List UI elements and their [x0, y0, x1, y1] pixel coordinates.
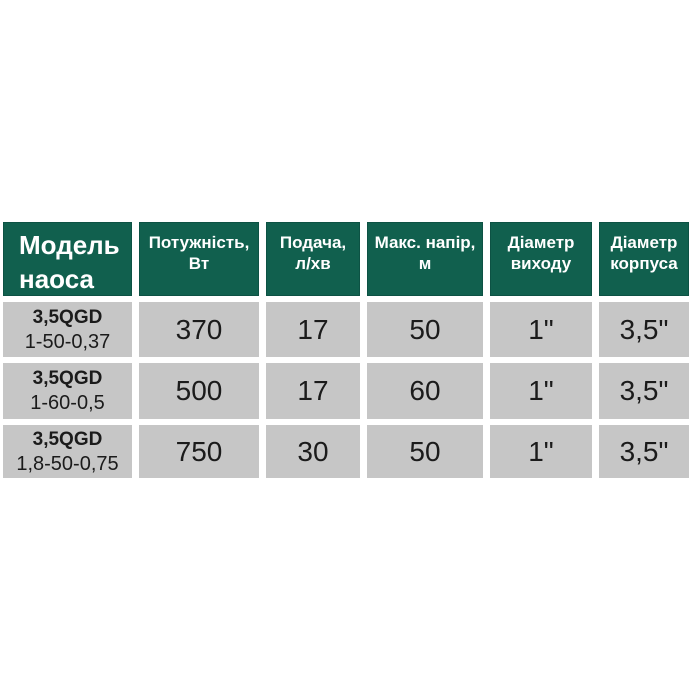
row2-max-head-cell: 60: [367, 363, 483, 419]
header-outlet-diameter: Діаметр виходу: [490, 222, 592, 296]
row1-body-diameter-cell: 3,5": [599, 302, 689, 357]
row2-power-cell: 500: [139, 363, 259, 419]
row3-model-series: 3,5QGD: [32, 428, 103, 450]
row3-body-diameter-cell: 3,5": [599, 425, 689, 478]
row3-model-code: 1,8-50-0,75: [16, 452, 119, 475]
row2-model-cell: 3,5QGD 1-60-0,5: [3, 363, 132, 419]
header-body-diameter: Діаметр корпуса: [599, 222, 689, 296]
row3-power-cell: 750: [139, 425, 259, 478]
header-max-head: Макс. напір, м: [367, 222, 483, 296]
row1-model-code: 1-50-0,37: [24, 330, 111, 353]
row1-outlet-diameter-cell: 1": [490, 302, 592, 357]
header-model: Модель наоса: [3, 222, 132, 296]
row1-max-head-cell: 50: [367, 302, 483, 357]
pump-spec-table: Модель наоса Потужність, Вт Подача, л/хв…: [3, 222, 689, 478]
row2-outlet-diameter-cell: 1": [490, 363, 592, 419]
row1-model-cell: 3,5QGD 1-50-0,37: [3, 302, 132, 357]
row2-body-diameter-cell: 3,5": [599, 363, 689, 419]
row3-outlet-diameter-cell: 1": [490, 425, 592, 478]
row2-model-series: 3,5QGD: [32, 368, 103, 389]
header-power: Потужність, Вт: [139, 222, 259, 296]
row2-flow-cell: 17: [266, 363, 360, 419]
header-flow: Подача, л/хв: [266, 222, 360, 296]
row3-flow-cell: 30: [266, 425, 360, 478]
row1-model-series: 3,5QGD: [32, 306, 103, 328]
row2-model-code: 1-60-0,5: [30, 392, 105, 414]
row3-model-cell: 3,5QGD 1,8-50-0,75: [3, 425, 132, 478]
row1-power-cell: 370: [139, 302, 259, 357]
row1-flow-cell: 17: [266, 302, 360, 357]
row3-max-head-cell: 50: [367, 425, 483, 478]
